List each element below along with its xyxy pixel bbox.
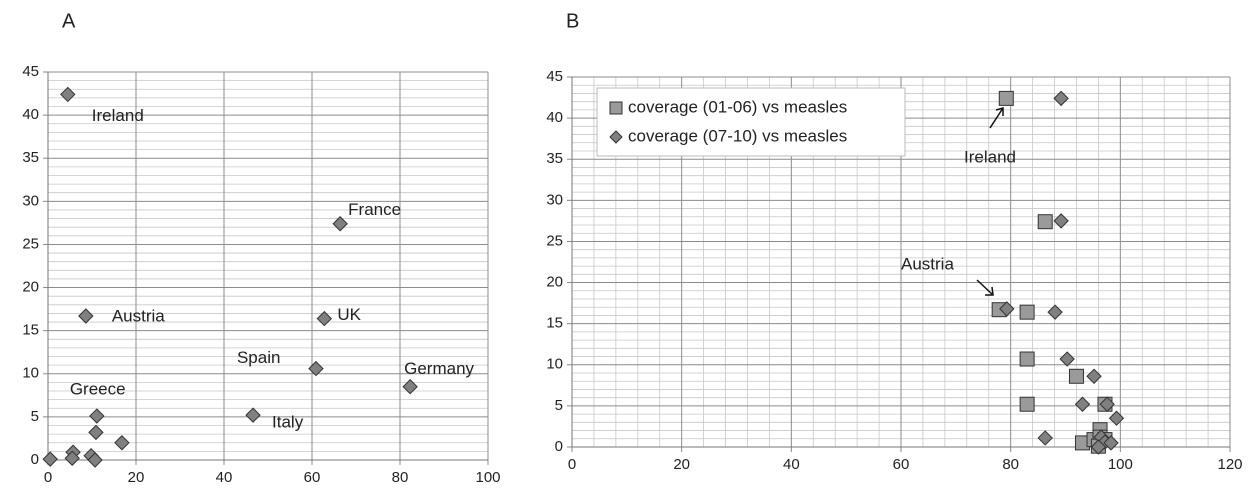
x-tick-label: 0 (568, 456, 576, 473)
legend-swatch (609, 101, 623, 115)
point-label: Germany (404, 359, 474, 378)
y-tick-label: 5 (31, 408, 39, 425)
y-tick-label: 10 (22, 365, 39, 382)
x-tick-label: 80 (392, 469, 409, 486)
point (42, 451, 58, 467)
x-tick-label: 20 (128, 469, 145, 486)
point (1108, 410, 1125, 426)
y-tick-label: 40 (546, 109, 563, 126)
point (999, 301, 1015, 317)
point (1068, 368, 1084, 384)
point (87, 452, 103, 468)
annotation-arrow (989, 107, 1004, 129)
x-tick-label: 40 (216, 469, 233, 486)
point-label: Greece (70, 380, 126, 399)
x-tick-label: 120 (1217, 456, 1242, 473)
point-label: Italy (272, 413, 304, 432)
point (64, 450, 80, 466)
y-tick-label: 15 (546, 315, 563, 332)
point (1019, 304, 1035, 320)
legend-label: coverage (07-10) vs measles (628, 126, 847, 145)
point (60, 86, 76, 103)
x-tick-label: 20 (673, 456, 690, 473)
x-tick-label: 100 (1108, 456, 1133, 473)
y-tick-label: 15 (22, 322, 39, 339)
x-tick-label: 60 (893, 456, 910, 473)
y-tick-label: 30 (546, 191, 563, 208)
point (114, 435, 130, 451)
annotation: Austria (901, 254, 954, 273)
point (1037, 430, 1053, 446)
point (1019, 351, 1035, 367)
y-tick-label: 25 (546, 232, 563, 249)
panel-title: B (566, 10, 579, 32)
point (1053, 90, 1069, 107)
y-tick-label: 35 (546, 150, 563, 167)
point (998, 90, 1014, 106)
point (316, 310, 333, 327)
y-tick-label: 10 (546, 356, 563, 373)
point (1059, 351, 1075, 367)
point-label: UK (337, 305, 361, 324)
y-tick-label: 25 (22, 235, 39, 252)
point (1099, 396, 1115, 412)
x-tick-label: 0 (44, 469, 52, 486)
point-label: Ireland (92, 106, 144, 125)
x-tick-label: 80 (1002, 456, 1019, 473)
point (1019, 396, 1035, 412)
point-label: Spain (237, 348, 280, 367)
point (1053, 213, 1069, 229)
point (88, 424, 104, 441)
legend-swatch (609, 130, 623, 144)
annotation-arrow (976, 279, 994, 296)
x-tick-label: 60 (304, 469, 321, 486)
x-tick-label: 100 (475, 469, 500, 486)
point (1074, 396, 1091, 412)
y-tick-label: 0 (31, 451, 39, 468)
annotation: Ireland (964, 147, 1016, 166)
y-tick-label: 20 (546, 274, 563, 291)
point (1103, 435, 1119, 451)
legend-label: coverage (01-06) vs measles (628, 97, 847, 116)
point (332, 216, 348, 232)
point (1086, 368, 1102, 384)
point (78, 308, 94, 324)
point (1037, 214, 1053, 230)
point (308, 360, 324, 377)
y-tick-label: 20 (22, 279, 39, 296)
y-tick-label: 30 (22, 192, 39, 209)
point (1047, 304, 1063, 320)
point (245, 407, 261, 423)
point-label: Austria (112, 306, 165, 325)
y-tick-label: 5 (555, 397, 563, 414)
panel-title: A (62, 10, 76, 32)
point (1090, 439, 1107, 455)
y-tick-label: 35 (22, 149, 39, 166)
y-tick-label: 45 (546, 68, 563, 85)
point-label: France (348, 200, 401, 219)
point (402, 379, 418, 395)
y-tick-label: 0 (555, 438, 563, 455)
x-tick-label: 40 (783, 456, 800, 473)
point (89, 408, 105, 424)
y-tick-label: 40 (22, 106, 39, 123)
legend-box (596, 87, 906, 157)
y-tick-label: 45 (22, 63, 39, 80)
